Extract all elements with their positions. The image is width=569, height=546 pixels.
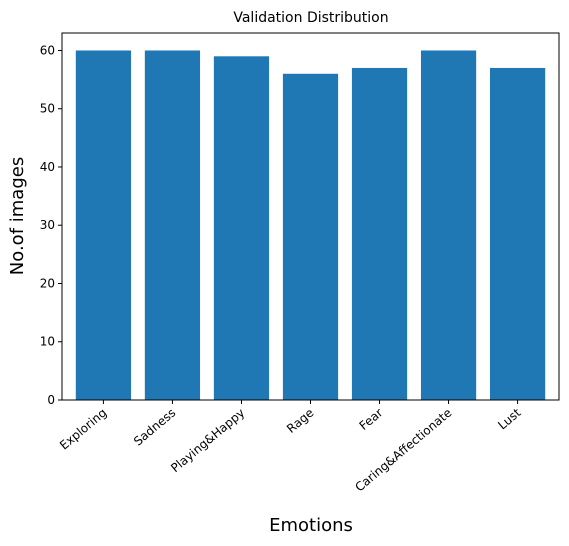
bar-exploring: [76, 50, 131, 400]
y-tick-label: 50: [40, 102, 55, 116]
y-tick-label: 10: [40, 335, 55, 349]
y-tick-label: 40: [40, 160, 55, 174]
bar-caring-affectionate: [421, 50, 476, 400]
y-tick-label: 0: [47, 393, 55, 407]
bars-group: [76, 50, 545, 400]
bar-sadness: [145, 50, 200, 400]
y-tick-label: 60: [40, 43, 55, 57]
bar-playing-happy: [214, 56, 269, 400]
y-tick-label: 30: [40, 218, 55, 232]
x-axis-title: Emotions: [269, 515, 353, 536]
bar-rage: [283, 74, 338, 400]
bar-lust: [490, 68, 545, 400]
chart-title: Validation Distribution: [233, 10, 388, 26]
y-axis-title: No.of images: [7, 157, 28, 275]
y-tick-label: 20: [40, 276, 55, 290]
bar-fear: [352, 68, 407, 400]
